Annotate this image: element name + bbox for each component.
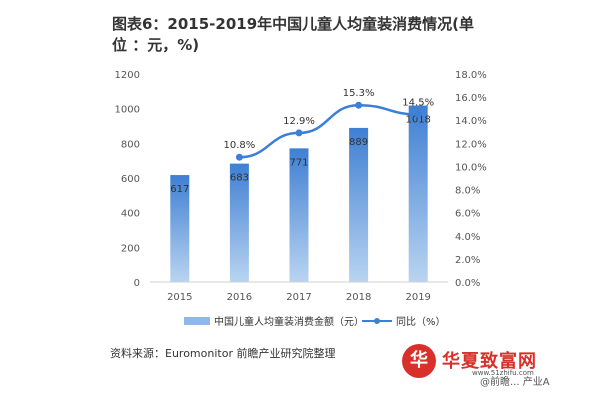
- y-axis-left: 0 200 400 600 800 1000 1200: [115, 70, 140, 289]
- bar: [408, 105, 428, 283]
- watermark-circle-icon: 华: [402, 344, 436, 378]
- bar: [289, 148, 309, 282]
- bar-value-label: 771: [289, 157, 308, 168]
- y-right-tick-label: 10.0%: [455, 162, 487, 173]
- yoy-line: [239, 103, 419, 159]
- y-right-tick-label: 0.0%: [455, 278, 480, 289]
- legend-line-label: 同比（%）: [396, 316, 446, 328]
- y-right-tick-label: 12.0%: [455, 139, 487, 150]
- y-left-tick-label: 600: [121, 174, 140, 185]
- yoy-value-label: 15.3%: [343, 88, 375, 99]
- x-tick-label: 2018: [346, 292, 371, 303]
- x-tick-label: 2017: [286, 292, 311, 303]
- yoy-point: [414, 110, 422, 118]
- watermark-name: 华夏致富网: [442, 351, 537, 372]
- yoy-value-label: 10.8%: [224, 140, 256, 151]
- line-series: 10.8% 12.9% 15.3% 14.5%: [224, 88, 434, 161]
- yoy-value-label: 14.5%: [402, 97, 434, 108]
- watermark-url: www.51zhifu.com: [472, 369, 534, 377]
- y-left-tick-label: 0: [134, 278, 140, 289]
- bar-value-label: 617: [170, 184, 189, 195]
- y-right-tick-label: 16.0%: [455, 93, 487, 104]
- yoy-point: [295, 129, 303, 137]
- x-tick-label: 2015: [167, 292, 192, 303]
- y-right-tick-label: 6.0%: [455, 209, 480, 220]
- y-left-tick-label: 200: [121, 243, 140, 254]
- bar: [170, 175, 190, 282]
- x-tick-label: 2019: [405, 292, 430, 303]
- yoy-point: [235, 153, 243, 161]
- yoy-point: [355, 101, 363, 109]
- y-left-tick-label: 400: [121, 209, 140, 220]
- legend: 中国儿童人均童装消费金额（元） 同比（%）: [184, 315, 446, 328]
- legend-line-marker: [374, 318, 380, 324]
- bar-value-label: 889: [349, 137, 368, 148]
- y-left-tick-label: 1200: [115, 70, 140, 81]
- y-left-tick-label: 800: [121, 139, 140, 150]
- x-tick-label: 2016: [227, 292, 252, 303]
- legend-bar-swatch: [184, 317, 210, 325]
- legend-bar-label: 中国儿童人均童装消费金额（元）: [214, 315, 364, 328]
- bar-value-label: 1018: [405, 115, 430, 126]
- bar: [229, 163, 249, 282]
- source-note: 资料来源：Euromonitor 前瞻产业研究院整理: [110, 347, 336, 360]
- bar-series: 617 683 771 889 1018: [170, 105, 431, 283]
- chart: 0 200 400 600 800 1000 1200 0.0% 2.0% 4.0% 6.0% 8.…: [115, 70, 487, 328]
- y-right-tick-label: 2.0%: [455, 255, 480, 266]
- bar: [349, 127, 369, 282]
- watermark-logo: 华 华夏致富网 www.51zhifu.com: [402, 344, 598, 382]
- image-credit: @前瞻... 产业A: [480, 377, 550, 388]
- y-left-tick-label: 1000: [115, 105, 140, 116]
- y-right-tick-label: 8.0%: [455, 186, 480, 197]
- bar-value-label: 683: [230, 173, 249, 184]
- x-axis: 2015 2016 2017 2018 2019: [150, 281, 448, 303]
- y-right-tick-label: 14.0%: [455, 116, 487, 127]
- y-axis-right: 0.0% 2.0% 4.0% 6.0% 8.0% 10.0% 12.0% 14.0% 16.0%…: [455, 70, 487, 289]
- chart-title: 图表6：2015-2019年中国儿童人均童装消费情况(单 位 ：元，%): [112, 15, 475, 54]
- yoy-value-label: 12.9%: [283, 116, 315, 127]
- y-right-tick-label: 18.0%: [455, 70, 487, 81]
- y-right-tick-label: 4.0%: [455, 232, 480, 243]
